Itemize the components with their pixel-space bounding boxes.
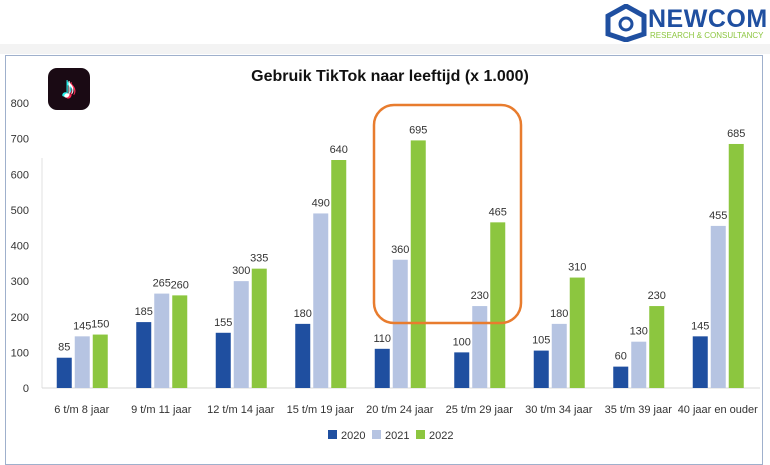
bar-2020 (56, 357, 72, 388)
y-tick-label: 500 (11, 205, 29, 217)
data-label: 150 (91, 319, 109, 331)
data-label: 230 (471, 290, 489, 302)
data-label: 180 (294, 308, 312, 320)
newcom-emblem-icon (605, 4, 647, 42)
bar-2021 (154, 293, 170, 388)
data-label: 695 (409, 124, 427, 136)
bar-2021 (74, 336, 90, 388)
brand-name: NEWCOM (648, 4, 768, 33)
data-label: 455 (709, 210, 727, 222)
bar-2020 (136, 322, 152, 388)
data-label: 465 (489, 206, 507, 218)
x-tick-label: 30 t/m 34 jaar (525, 404, 593, 416)
bar-2022 (649, 306, 665, 388)
x-tick-label: 40 jaar en ouder (678, 404, 758, 416)
y-tick-label: 600 (11, 169, 29, 181)
data-label: 335 (250, 253, 268, 265)
bar-2021 (710, 225, 726, 388)
y-tick-label: 400 (11, 241, 29, 253)
bar-2020 (454, 352, 470, 388)
bar-2020 (533, 350, 549, 388)
brand-tagline: RESEARCH & CONSULTANCY (650, 30, 764, 40)
data-label: 185 (135, 306, 153, 318)
bar-2022 (172, 295, 188, 388)
data-label: 130 (630, 326, 648, 338)
legend-swatch-2021 (372, 430, 381, 439)
bar-2021 (551, 323, 567, 388)
highlight-box (372, 103, 523, 325)
bar-2021 (233, 281, 249, 388)
bar-2020 (374, 348, 390, 388)
x-tick-label: 15 t/m 19 jaar (287, 404, 355, 416)
bar-2020 (295, 323, 311, 388)
data-label: 490 (312, 197, 330, 209)
data-label: 145 (73, 320, 91, 332)
y-tick-label: 800 (11, 98, 29, 110)
data-label: 685 (727, 128, 745, 140)
y-tick-label: 0 (23, 383, 29, 395)
data-label: 85 (58, 342, 70, 354)
newcom-logo: NEWCOM RESEARCH & CONSULTANCY (604, 4, 768, 42)
x-tick-label: 20 t/m 24 jaar (366, 404, 434, 416)
bar-2022 (251, 268, 267, 388)
x-tick-label: 6 t/m 8 jaar (54, 404, 109, 416)
y-tick-label: 200 (11, 312, 29, 324)
data-label: 60 (615, 351, 627, 363)
data-label: 640 (330, 144, 348, 156)
x-tick-label: 12 t/m 14 jaar (207, 404, 275, 416)
legend-swatch-2022 (416, 430, 425, 439)
data-label: 360 (391, 244, 409, 256)
data-label: 265 (153, 278, 171, 290)
data-label: 300 (232, 265, 250, 277)
data-label: 105 (532, 335, 550, 347)
bar-2021 (313, 213, 329, 388)
legend-label-2021: 2021 (385, 430, 409, 442)
bar-2022 (92, 334, 108, 388)
x-tick-label: 35 t/m 39 jaar (605, 404, 673, 416)
legend-swatch-2020 (328, 430, 337, 439)
bar-2022 (331, 160, 347, 388)
x-tick-label: 25 t/m 29 jaar (446, 404, 514, 416)
data-label: 310 (568, 262, 586, 274)
bar-2022 (490, 222, 506, 388)
bar-2022 (410, 140, 426, 388)
data-label: 180 (550, 308, 568, 320)
bar-2021 (631, 341, 647, 388)
y-tick-label: 300 (11, 276, 29, 288)
bar-2020 (215, 332, 231, 388)
data-label: 155 (214, 317, 232, 329)
data-label: 230 (648, 290, 666, 302)
data-label: 145 (691, 320, 709, 332)
chart-title: Gebruik TikTok naar leeftijd (x 1.000) (251, 68, 529, 85)
data-label: 110 (373, 333, 391, 345)
y-tick-label: 100 (11, 347, 29, 359)
bar-2020 (692, 336, 708, 388)
bar-2022 (728, 143, 744, 388)
bar-2021 (472, 306, 488, 388)
header-band (0, 44, 770, 54)
data-label: 100 (453, 336, 471, 348)
y-tick-label: 700 (11, 134, 29, 146)
legend-label-2020: 2020 (341, 430, 365, 442)
data-label: 260 (171, 279, 189, 291)
bar-2020 (613, 366, 629, 388)
bar-2022 (569, 277, 585, 388)
x-tick-label: 9 t/m 11 jaar (131, 404, 192, 416)
legend-label-2022: 2022 (429, 430, 453, 442)
tiktok-icon: ♪ (48, 68, 90, 110)
